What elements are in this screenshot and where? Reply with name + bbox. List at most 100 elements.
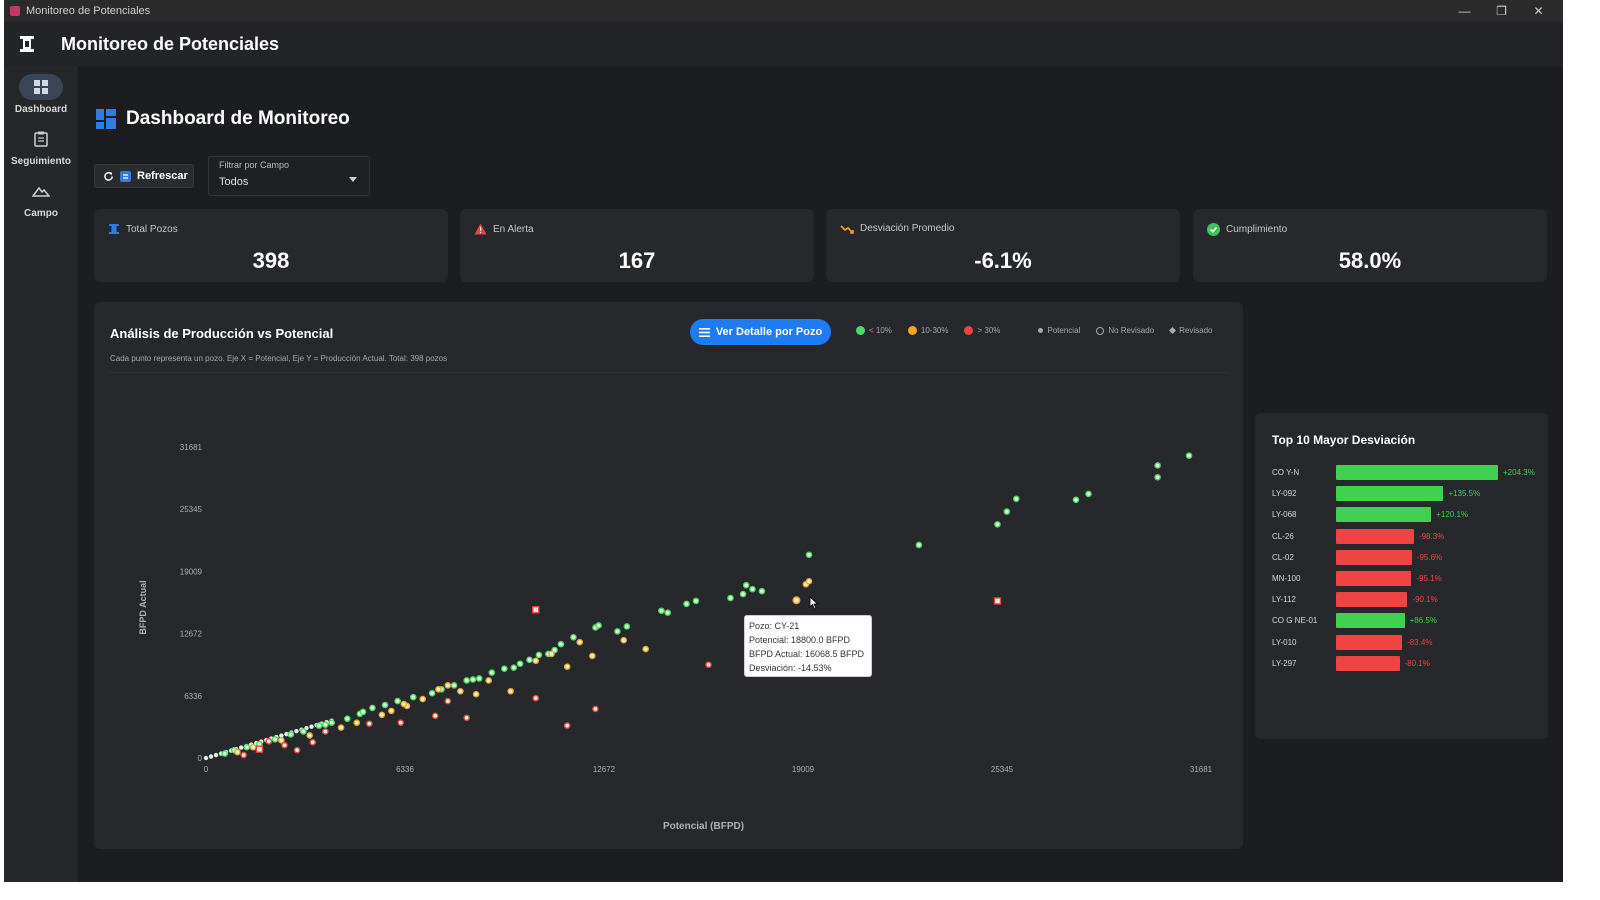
window-title: Monitoreo de Potenciales bbox=[26, 5, 151, 17]
well-point bbox=[293, 746, 301, 754]
legend-no-revisado-marker bbox=[1096, 326, 1105, 335]
maximize-button[interactable]: ❐ bbox=[1496, 4, 1507, 18]
well-point bbox=[642, 645, 649, 653]
well-point bbox=[457, 687, 464, 695]
well-point bbox=[400, 700, 408, 708]
x-tick-label: 0 bbox=[204, 765, 209, 774]
close-button[interactable]: ✕ bbox=[1533, 4, 1544, 18]
top10-deviation-value: -95.6% bbox=[1416, 552, 1443, 562]
legend-no-revisado: No Revisado bbox=[1108, 326, 1155, 335]
legend-low: < 10% bbox=[869, 326, 892, 335]
well-point bbox=[623, 623, 631, 630]
well-point bbox=[1154, 473, 1161, 481]
top10-well-name: LY-112 bbox=[1272, 595, 1296, 605]
well-point bbox=[300, 728, 307, 735]
sidebar-item-label: Campo bbox=[24, 208, 58, 219]
potential-point bbox=[309, 724, 314, 729]
well-point bbox=[742, 581, 750, 589]
well-point bbox=[315, 722, 323, 729]
x-tick-label: 31681 bbox=[1190, 765, 1213, 774]
stat-value: 167 bbox=[618, 248, 656, 273]
top10-row: CL-26 -98.3% bbox=[1272, 528, 1548, 545]
top10-row: MN-100 -95.1% bbox=[1272, 571, 1548, 587]
well-point bbox=[727, 594, 734, 602]
minimize-button[interactable]: — bbox=[1458, 4, 1471, 18]
well-point bbox=[475, 675, 483, 682]
stat-card-en-alerta: En Alerta 167 bbox=[460, 209, 814, 282]
sidebar: Dashboard Seguimiento Campo bbox=[4, 66, 78, 882]
field-filter-select[interactable]: Filtrar por Campo Todos bbox=[208, 156, 370, 196]
well-point bbox=[532, 694, 540, 702]
well-point bbox=[328, 719, 335, 726]
well-point bbox=[463, 677, 470, 684]
top10-well-name: LY-068 bbox=[1272, 510, 1297, 520]
well-point bbox=[322, 728, 329, 735]
well-point bbox=[271, 736, 279, 743]
well-point bbox=[472, 690, 480, 698]
top10-row: CO G NE-01 +86.5% bbox=[1272, 613, 1548, 629]
scatter-plot[interactable]: 0 6336 12672 19009 25345 31681 0 6336 12672 19009… bbox=[94, 302, 1243, 849]
dashboard-icon bbox=[34, 80, 48, 94]
well-point bbox=[589, 652, 596, 660]
well-point bbox=[532, 657, 540, 665]
well-point bbox=[287, 731, 295, 738]
well-point bbox=[409, 693, 417, 701]
stat-label: Cumplimiento bbox=[1226, 224, 1288, 235]
clipboard-icon bbox=[34, 131, 48, 147]
refresh-label: Refrescar bbox=[137, 170, 188, 182]
sidebar-item-seguimiento[interactable]: Seguimiento bbox=[4, 126, 78, 167]
sync-icon bbox=[120, 170, 131, 182]
top10-deviation-bar bbox=[1336, 528, 1414, 544]
top10-deviation-bar bbox=[1336, 465, 1498, 480]
sidebar-item-dashboard[interactable]: Dashboard bbox=[4, 74, 78, 115]
top10-title: Top 10 Mayor Desviación bbox=[1272, 433, 1416, 447]
well-point bbox=[548, 650, 555, 658]
well-point bbox=[278, 737, 285, 744]
top10-deviation-bar bbox=[1336, 655, 1400, 671]
legend-potencial-marker bbox=[1038, 328, 1044, 333]
well-point bbox=[614, 628, 621, 635]
legend-high: > 30% bbox=[977, 326, 1001, 335]
main-content: Dashboard de Monitoreo Refrescar Filtrar… bbox=[78, 66, 1563, 882]
top10-deviation-value: -80.1% bbox=[1404, 658, 1430, 668]
well-point bbox=[994, 521, 1001, 528]
well-point bbox=[359, 708, 367, 716]
well-point bbox=[516, 660, 524, 668]
y-tick-label: 19009 bbox=[180, 567, 203, 576]
chart-subtitle: Cada punto representa un pozo. Eje X = P… bbox=[110, 354, 448, 363]
well-point bbox=[658, 607, 665, 615]
top10-row: LY-297 -80.1% bbox=[1272, 655, 1548, 672]
top10-row: LY-092 +135.5% bbox=[1272, 486, 1548, 502]
chart-title: Análisis de Producción vs Potencial bbox=[110, 326, 334, 341]
well-point bbox=[683, 600, 690, 608]
well-logo-icon bbox=[20, 36, 34, 52]
well-point bbox=[309, 738, 317, 746]
top10-well-name: CO Y-N bbox=[1272, 468, 1300, 477]
mountain-icon bbox=[32, 186, 50, 197]
highlighted-point bbox=[792, 596, 801, 605]
refresh-button[interactable]: Refrescar bbox=[94, 164, 194, 188]
legend-green-dot bbox=[856, 326, 865, 335]
filter-value: Todos bbox=[219, 176, 249, 188]
page-title: Dashboard de Monitoreo bbox=[96, 108, 350, 130]
mouse-cursor-icon bbox=[809, 596, 819, 610]
well-point bbox=[444, 697, 452, 705]
top10-deviation-bar bbox=[1336, 549, 1412, 565]
top10-deviation-panel: Top 10 Mayor Desviación CO Y-N +204.3% LY-… bbox=[1255, 413, 1548, 739]
list-icon bbox=[698, 327, 710, 337]
x-axis-label: Potencial (BFPD) bbox=[663, 821, 744, 832]
legend-potencial: Potencial bbox=[1047, 326, 1081, 335]
top10-deviation-bar bbox=[1336, 486, 1444, 502]
view-detail-button[interactable]: Ver Detalle por Pozo bbox=[690, 319, 831, 345]
x-tick-label: 19009 bbox=[792, 765, 815, 774]
well-point bbox=[576, 638, 584, 646]
sidebar-item-campo[interactable]: Campo bbox=[4, 178, 78, 219]
reviewed-point bbox=[993, 597, 1002, 605]
warning-icon bbox=[474, 223, 487, 235]
top10-row: LY-068 +120.1% bbox=[1272, 507, 1548, 523]
well-point bbox=[507, 687, 514, 695]
reviewed-point bbox=[255, 745, 264, 753]
well-point bbox=[488, 669, 496, 676]
app-icon bbox=[10, 6, 20, 16]
y-tick-label: 12672 bbox=[180, 630, 203, 639]
